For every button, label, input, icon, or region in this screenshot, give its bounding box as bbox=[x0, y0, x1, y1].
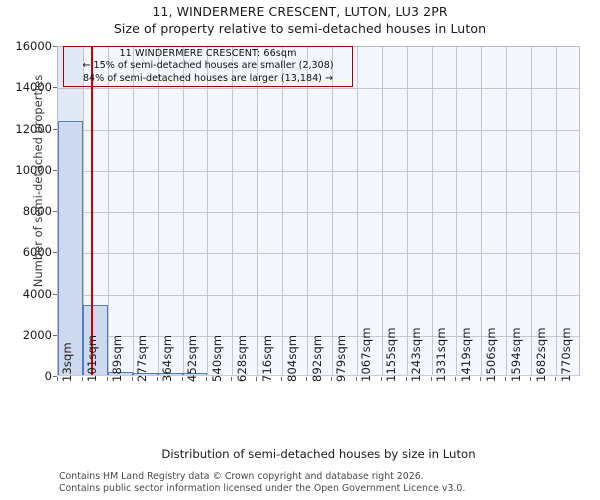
x-axis-tick-mark bbox=[106, 377, 108, 381]
x-axis-tick-mark bbox=[480, 377, 482, 381]
y-axis-tick-mark bbox=[53, 128, 57, 130]
x-axis-tick-label: 277sqm bbox=[135, 334, 150, 382]
annotation-line-larger: 84% of semi-detached houses are larger (… bbox=[82, 72, 334, 84]
x-axis-tick-mark bbox=[256, 377, 258, 381]
histogram-bar bbox=[82, 305, 108, 375]
x-axis-tick-mark bbox=[181, 377, 183, 381]
x-axis-tick-mark bbox=[330, 377, 332, 381]
y-axis-label: Number of semi-detached properties bbox=[31, 74, 45, 288]
annotation-line-smaller: ← 15% of semi-detached houses are smalle… bbox=[82, 60, 334, 72]
footer-line-2: Contains public sector information licen… bbox=[59, 482, 466, 494]
x-axis-tick-label: 101sqm bbox=[85, 334, 100, 382]
x-axis-tick-label: 1067sqm bbox=[359, 327, 374, 382]
y-axis-tick-label: 10000 bbox=[15, 162, 52, 177]
x-axis-tick-mark bbox=[57, 377, 58, 381]
x-axis-tick-label: 452sqm bbox=[184, 334, 199, 382]
x-axis-tick-label: 364sqm bbox=[160, 334, 175, 382]
annotation-line-property: 11 WINDERMERE CRESCENT: 66sqm bbox=[119, 48, 297, 59]
x-axis-tick-mark bbox=[530, 377, 532, 381]
y-axis-tick-label: 2000 bbox=[22, 327, 52, 342]
x-axis-tick-mark bbox=[306, 377, 308, 381]
y-axis-tick-mark bbox=[53, 293, 57, 295]
property-size-marker-line bbox=[91, 47, 94, 375]
y-axis-tick-mark bbox=[53, 87, 57, 89]
y-axis-tick-mark bbox=[53, 46, 57, 47]
y-axis-tick-mark bbox=[53, 252, 57, 254]
x-axis-tick-label: 540sqm bbox=[209, 334, 224, 382]
x-axis-tick-label: 1506sqm bbox=[483, 327, 498, 382]
histogram-bar bbox=[182, 373, 208, 375]
y-axis-tick-label: 6000 bbox=[22, 245, 52, 260]
x-axis-tick-label: 1682sqm bbox=[533, 327, 548, 382]
x-axis-tick-mark bbox=[81, 377, 83, 381]
footer-line-1: Contains HM Land Registry data © Crown c… bbox=[59, 471, 424, 482]
x-axis-tick-mark bbox=[281, 377, 283, 381]
x-axis-tick-label: 1155sqm bbox=[384, 327, 399, 382]
x-axis-tick-label: 189sqm bbox=[110, 334, 125, 382]
x-axis-tick-mark bbox=[206, 377, 208, 381]
y-axis-tick-label: 8000 bbox=[22, 204, 52, 218]
y-axis-tick-label: 14000 bbox=[15, 80, 52, 95]
property-annotation-box: 11 WINDERMERE CRESCENT: 66sqm ← 15% of s… bbox=[63, 46, 353, 87]
x-axis-tick-mark bbox=[555, 377, 557, 381]
x-axis-tick-label: 1419sqm bbox=[458, 327, 473, 382]
x-axis-tick-label: 1594sqm bbox=[508, 327, 523, 382]
x-axis-label: Distribution of semi-detached houses by … bbox=[161, 447, 476, 461]
x-axis-tick-label: 892sqm bbox=[309, 334, 324, 382]
attribution-footer: Contains HM Land Registry data © Crown c… bbox=[59, 471, 589, 494]
y-axis-tick-label: 16000 bbox=[15, 39, 52, 53]
x-axis-tick-label: 979sqm bbox=[334, 334, 349, 382]
histogram-bar bbox=[58, 121, 83, 375]
histogram-bars bbox=[58, 47, 579, 375]
page-title: 11, WINDERMERE CRESCENT, LUTON, LU3 2PR bbox=[152, 4, 448, 19]
histogram-bar bbox=[132, 373, 158, 375]
y-axis-tick-label: 0 bbox=[44, 369, 52, 383]
x-axis-tick-label: 1770sqm bbox=[558, 327, 573, 382]
x-axis-tick-mark bbox=[455, 377, 457, 381]
y-axis-tick-label: 12000 bbox=[15, 121, 52, 136]
y-axis-tick-mark bbox=[53, 376, 57, 377]
x-axis-tick-label: 1243sqm bbox=[409, 327, 424, 382]
x-axis-tick-label: 628sqm bbox=[234, 334, 249, 382]
x-axis-tick-mark bbox=[430, 377, 432, 381]
x-axis-tick-mark bbox=[355, 377, 357, 381]
x-axis-tick-label: 804sqm bbox=[284, 334, 299, 382]
x-axis-tick-label: 1331sqm bbox=[434, 327, 449, 382]
page-subtitle: Size of property relative to semi-detach… bbox=[113, 21, 487, 36]
x-axis-tick-mark bbox=[405, 377, 407, 381]
x-axis-tick-mark bbox=[231, 377, 233, 381]
x-axis-tick-mark bbox=[380, 377, 382, 381]
plot-area bbox=[57, 46, 580, 376]
x-axis-tick-mark bbox=[131, 377, 133, 381]
x-axis-tick-mark bbox=[156, 377, 158, 381]
y-axis-tick-mark bbox=[53, 211, 57, 212]
y-axis-tick-labels: 0 2000 4000 6000 8000 10000 12000 14000 16000 bbox=[0, 0, 52, 500]
y-axis-tick-label: 4000 bbox=[22, 286, 52, 301]
histogram-bar bbox=[157, 373, 183, 375]
x-axis-tick-mark bbox=[505, 377, 507, 381]
x-axis-tick-label: 716sqm bbox=[259, 334, 274, 382]
histogram-bar bbox=[107, 371, 133, 375]
y-axis-tick-mark bbox=[53, 169, 57, 171]
x-axis-tick-label: 13sqm bbox=[60, 342, 75, 382]
y-axis-tick-mark bbox=[53, 334, 57, 336]
